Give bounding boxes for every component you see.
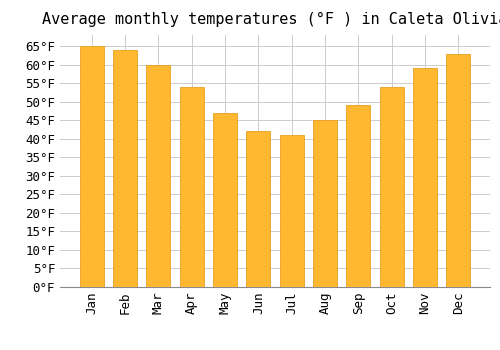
Bar (80, 46, 104, 287)
Bar (146, 65, 171, 287)
Title: Average monthly temperatures (°F ) in Caleta Olivia: Average monthly temperatures (°F ) in Ca… (42, 12, 500, 27)
Bar (246, 131, 270, 287)
Bar (313, 120, 337, 287)
Bar (346, 105, 370, 287)
Bar (413, 68, 437, 287)
Bar (446, 54, 470, 287)
Bar (280, 135, 303, 287)
Bar (180, 87, 204, 287)
Bar (113, 50, 137, 287)
Bar (213, 113, 237, 287)
Bar (380, 87, 404, 287)
